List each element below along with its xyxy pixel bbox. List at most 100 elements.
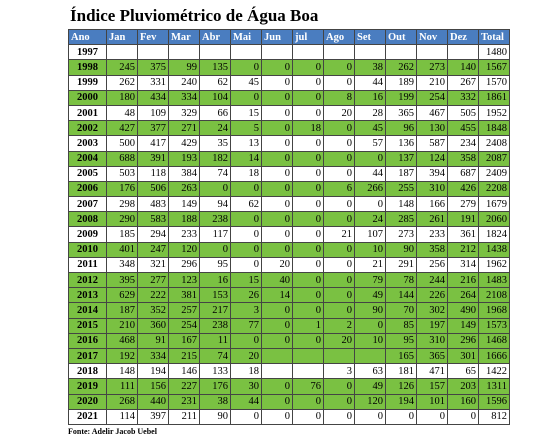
value-cell: 2208 (478, 180, 510, 198)
value-cell: 429 (168, 135, 200, 152)
value-cell: 302 (416, 302, 448, 319)
value-cell: 0 (354, 317, 386, 334)
value-cell: 2 (323, 317, 355, 334)
value-cell: 130 (416, 120, 448, 137)
value-cell: 187 (106, 302, 138, 319)
value-cell: 226 (416, 287, 448, 304)
value-cell: 2108 (478, 287, 510, 304)
value-cell: 15 (230, 271, 262, 289)
value-cell (354, 44, 386, 61)
value-cell: 227 (168, 378, 200, 395)
value-cell: 91 (137, 332, 169, 349)
value-cell: 0 (292, 302, 324, 319)
value-cell: 273 (385, 226, 417, 243)
value-cell (106, 44, 138, 61)
data-row: 2012 395 277 123 16 15 40 0 0 79 78 244 216 1483 (68, 271, 510, 289)
value-cell: 74 (199, 165, 231, 182)
year-cell: 2017 (68, 347, 107, 365)
value-cell: 136 (385, 135, 417, 152)
year-cell: 2020 (68, 393, 107, 410)
value-cell: 157 (416, 378, 448, 395)
header-cell: Fev (137, 28, 169, 46)
value-cell: 124 (416, 150, 448, 167)
value-cell: 296 (168, 256, 200, 274)
value-cell: 189 (385, 74, 417, 91)
value-cell: 0 (323, 241, 355, 258)
value-cell: 149 (447, 317, 479, 334)
value-cell: 0 (292, 89, 324, 106)
header-cell: Total (478, 28, 510, 46)
value-cell: 0 (261, 89, 293, 106)
data-row: 2008 290 583 188 238 0 0 0 0 24 285 261 191 2060 (68, 211, 510, 228)
year-cell: 2014 (68, 302, 107, 319)
value-cell: 66 (199, 104, 231, 122)
value-cell (323, 44, 355, 61)
value-cell: 0 (261, 135, 293, 152)
value-cell: 11 (199, 332, 231, 349)
value-cell: 267 (447, 74, 479, 91)
value-cell: 192 (106, 347, 138, 365)
value-cell: 144 (385, 287, 417, 304)
header-cell: Ago (323, 28, 355, 46)
value-cell: 191 (447, 211, 479, 228)
value-cell: 0 (292, 408, 324, 425)
value-cell: 263 (168, 180, 200, 198)
value-cell: 0 (323, 59, 355, 76)
value-cell: 0 (261, 196, 293, 213)
value-cell: 30 (230, 378, 262, 395)
value-cell: 0 (323, 211, 355, 228)
data-row: 2017 192 334 215 74 20 165 365 301 1666 (68, 347, 510, 365)
year-cell: 1999 (68, 74, 107, 91)
value-cell: 238 (199, 211, 231, 228)
value-cell: 0 (292, 332, 324, 349)
header-cell: Jan (106, 28, 138, 46)
value-cell: 14 (261, 287, 293, 304)
value-cell: 291 (385, 256, 417, 274)
value-cell: 111 (106, 378, 138, 395)
value-cell: 79 (354, 271, 386, 289)
data-row: 2021 114 397 211 90 0 0 0 0 0 0 0 0 812 (68, 408, 510, 425)
value-cell: 1573 (478, 317, 510, 334)
value-cell: 505 (447, 104, 479, 122)
value-cell: 331 (137, 74, 169, 91)
value-cell: 149 (168, 196, 200, 213)
value-cell: 197 (416, 317, 448, 334)
value-cell (199, 44, 231, 61)
value-cell: 381 (168, 287, 200, 304)
value-cell: 490 (447, 302, 479, 319)
value-cell: 1422 (478, 363, 510, 380)
value-cell: 375 (137, 59, 169, 76)
year-cell: 2003 (68, 135, 107, 152)
value-cell: 348 (106, 256, 138, 274)
value-cell: 273 (416, 59, 448, 76)
value-cell: 254 (416, 89, 448, 106)
value-cell: 117 (199, 226, 231, 243)
value-cell: 397 (137, 408, 169, 425)
value-cell: 233 (416, 226, 448, 243)
value-cell: 0 (292, 287, 324, 304)
data-row: 1998 245 375 99 135 0 0 0 0 38 262 273 140 1567 (68, 59, 510, 76)
data-row: 2004 688 391 193 182 14 0 0 0 0 137 124 358 2087 (68, 150, 510, 167)
year-cell: 2007 (68, 196, 107, 213)
value-cell: 0 (323, 378, 355, 395)
value-cell: 0 (261, 165, 293, 182)
year-cell: 2012 (68, 271, 107, 289)
value-cell: 120 (168, 241, 200, 258)
year-cell: 2019 (68, 378, 107, 395)
value-cell: 1480 (478, 44, 510, 61)
value-cell: 0 (261, 150, 293, 167)
value-cell: 321 (137, 256, 169, 274)
value-cell: 234 (447, 135, 479, 152)
value-cell: 0 (385, 408, 417, 425)
value-cell: 0 (323, 150, 355, 167)
data-row: 2005 503 118 384 74 18 0 0 0 44 187 394 687 2409 (68, 165, 510, 182)
value-cell: 0 (354, 150, 386, 167)
data-row: 2020 268 440 231 38 44 0 0 0 120 194 101 160 1596 (68, 393, 510, 410)
data-row: 2006 176 506 263 0 0 0 0 6 266 255 310 426 2208 (68, 180, 510, 198)
value-cell: 290 (106, 211, 138, 228)
value-cell: 18 (292, 120, 324, 137)
data-row: 2019 111 156 227 176 30 0 76 0 49 126 157 203 1311 (68, 378, 510, 395)
value-cell (354, 347, 386, 365)
value-cell: 688 (106, 150, 138, 167)
